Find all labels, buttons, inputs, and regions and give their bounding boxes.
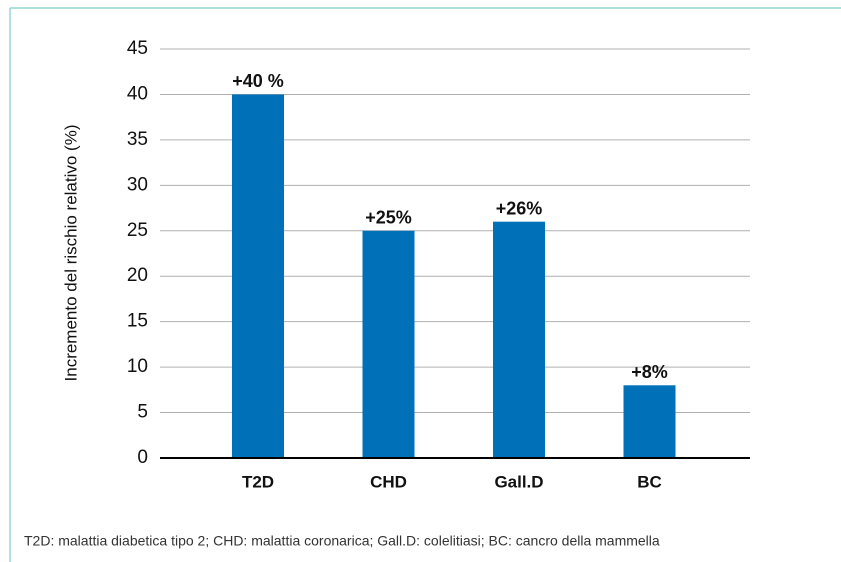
y-tick-label: 10	[127, 356, 148, 377]
y-tick-label: 40	[127, 83, 148, 104]
y-tick-label: 25	[127, 220, 148, 241]
y-tick-label: 30	[127, 174, 148, 195]
bar	[362, 230, 415, 458]
bar	[623, 385, 676, 458]
y-tick-label: 15	[127, 311, 148, 332]
data-label: +40 %	[232, 71, 284, 91]
y-tick-label: 20	[127, 265, 148, 286]
x-tick-label: T2D	[242, 472, 274, 491]
x-tick-label: BC	[637, 472, 662, 491]
x-tick-label: CHD	[370, 472, 407, 491]
x-tick-label: Gall.D	[494, 472, 543, 491]
caption: T2D: malattia diabetica tipo 2; CHD: mal…	[24, 533, 660, 549]
bar	[232, 94, 284, 458]
data-label: +8%	[631, 362, 668, 382]
y-tick-label: 45	[127, 38, 148, 59]
y-tick-label: 35	[127, 129, 148, 150]
data-label: +26%	[496, 198, 543, 218]
data-label: +25%	[365, 208, 412, 228]
y-tick-label: 0	[137, 447, 148, 468]
bar	[493, 221, 545, 458]
y-axis-label: Incremento del rischio relativo (%)	[61, 125, 80, 382]
y-tick-label: 5	[137, 402, 148, 423]
